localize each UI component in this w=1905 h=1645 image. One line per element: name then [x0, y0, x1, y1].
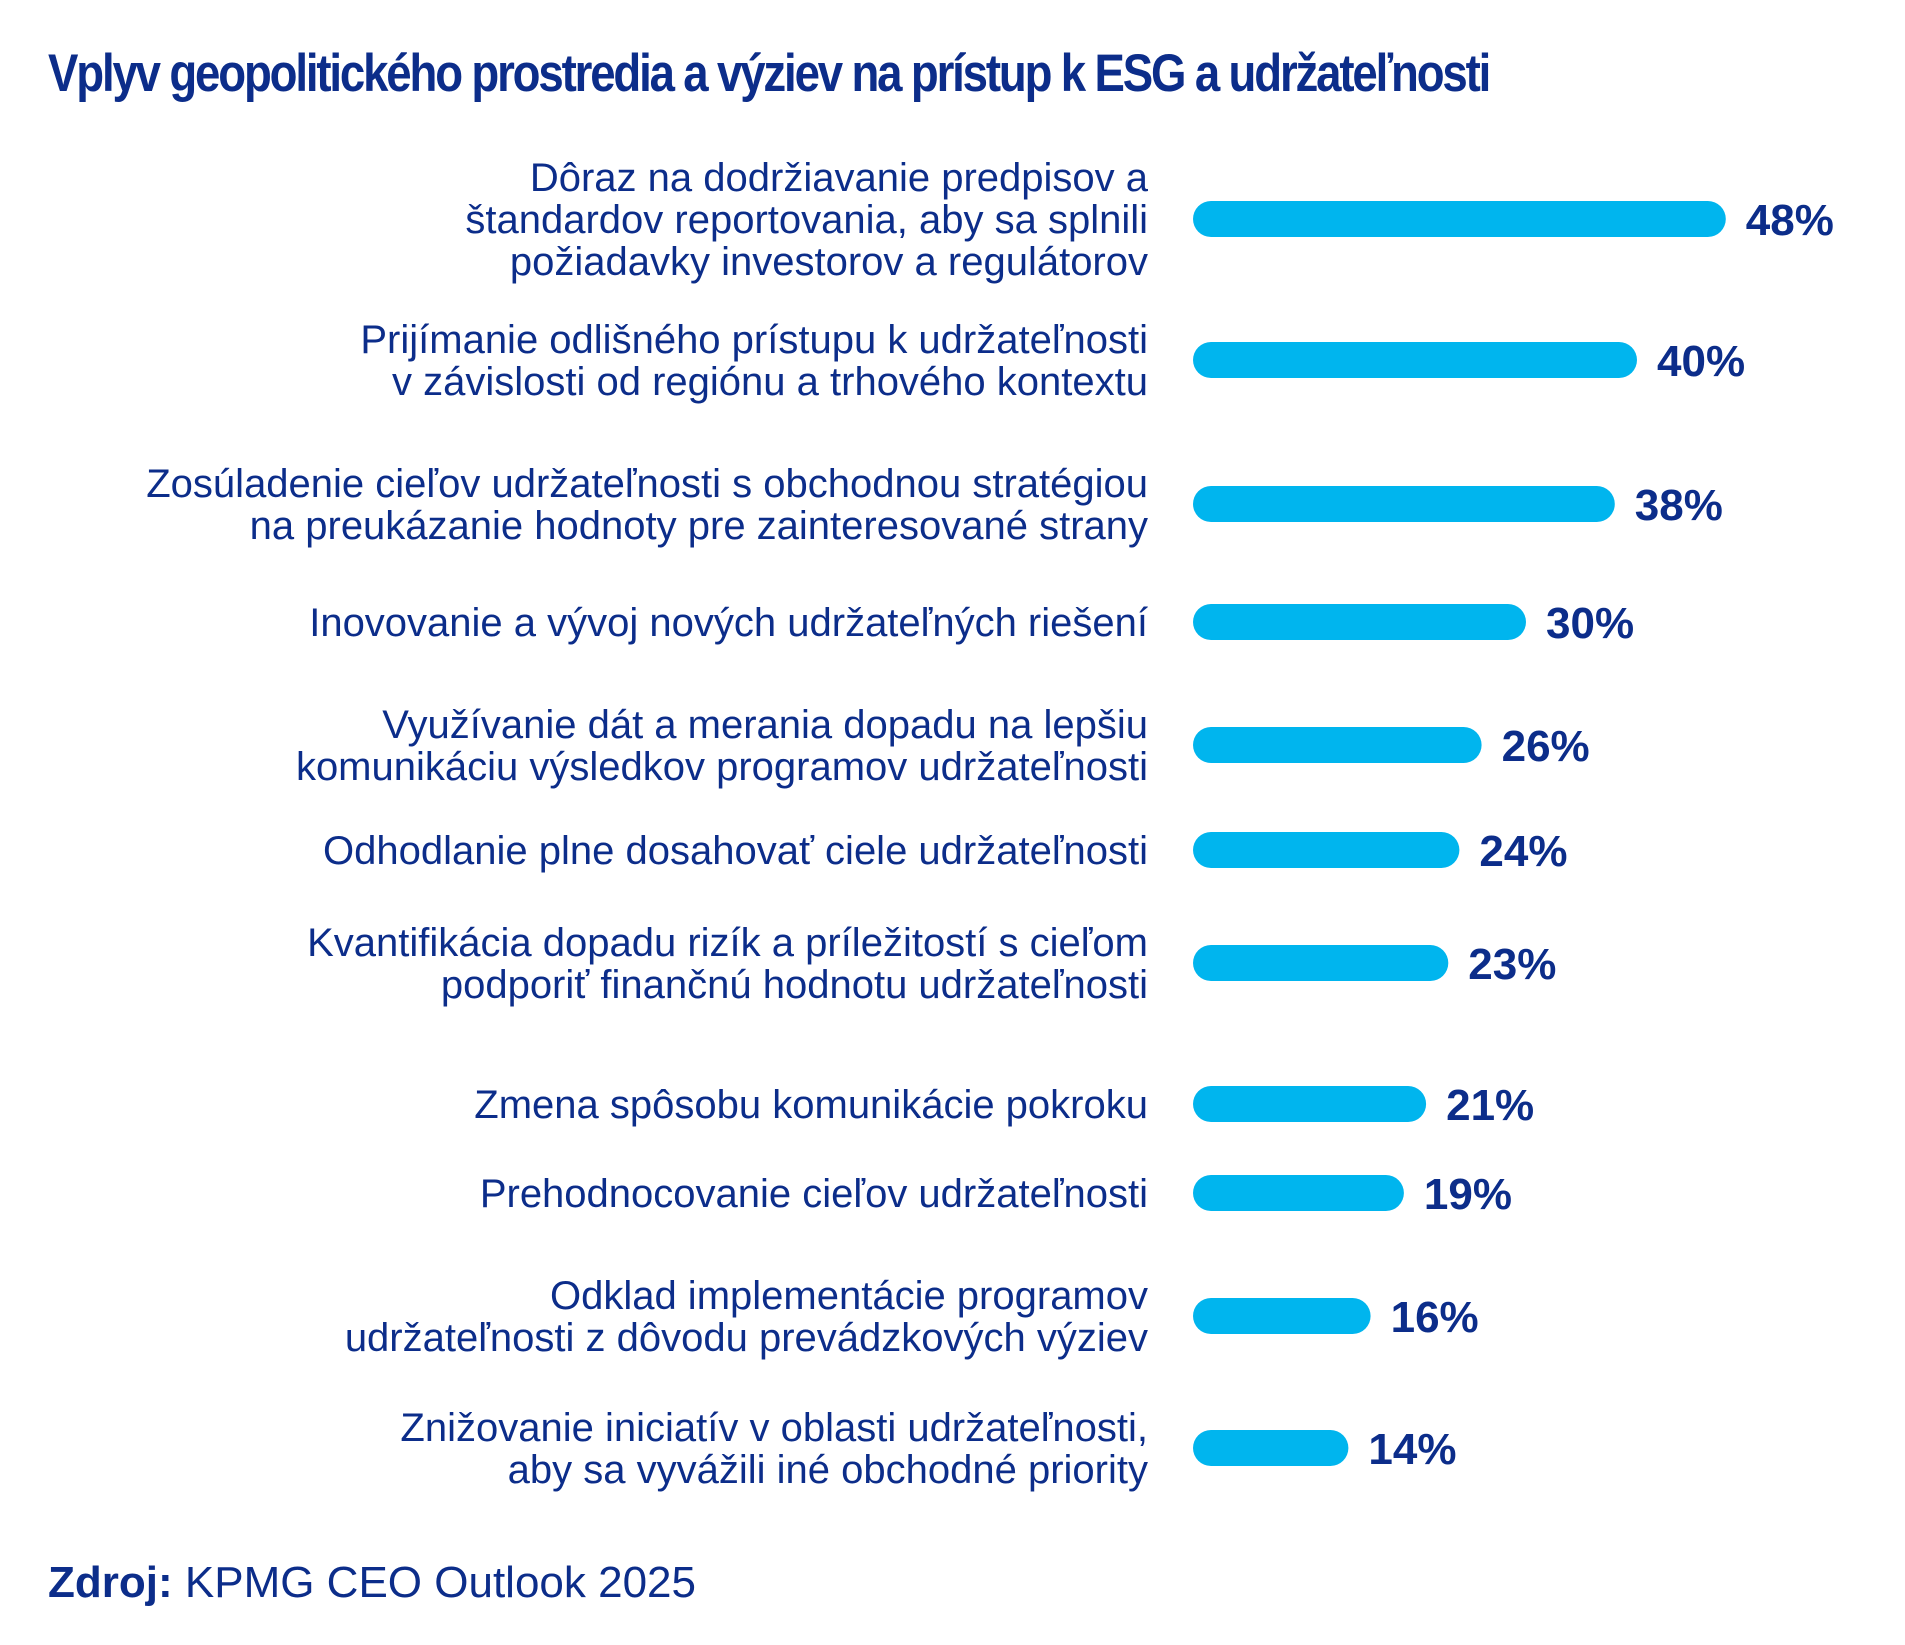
category-label-line: Znižovanie iniciatív v oblasti udržateľn… [400, 1406, 1148, 1450]
bar [1193, 1430, 1349, 1466]
category-label-line: podporiť finančnú hodnotu udržateľnosti [441, 963, 1148, 1007]
bar [1193, 1086, 1427, 1122]
bar [1193, 832, 1460, 868]
value-label: 16% [1391, 1293, 1479, 1342]
category-label: Prehodnocovanie cieľov udržateľnosti [480, 1172, 1148, 1216]
category-label-line: Inovovanie a vývoj nových udržateľných r… [309, 601, 1148, 645]
category-label: Kvantifikácia dopadu rizík a príležitost… [307, 921, 1148, 1007]
value-label: 48% [1746, 196, 1834, 245]
category-label-line: Prijímanie odlišného prístupu k udržateľ… [360, 318, 1148, 362]
category-label-line: Prehodnocovanie cieľov udržateľnosti [480, 1172, 1148, 1216]
source-text: KPMG CEO Outlook 2025 [184, 1558, 696, 1607]
category-label: Inovovanie a vývoj nových udržateľných r… [309, 601, 1148, 645]
bar [1193, 201, 1726, 237]
bar [1193, 486, 1615, 522]
category-label-line: Odhodlanie plne dosahovať ciele udržateľ… [323, 829, 1148, 873]
category-label-line: Zosúladenie cieľov udržateľnosti s obcho… [146, 462, 1148, 506]
value-label: 26% [1502, 722, 1590, 771]
category-label-line: na preukázanie hodnoty pre zainteresovan… [250, 504, 1148, 548]
bar [1193, 1298, 1371, 1334]
chart-title: Vplyv geopolitického prostredia a výziev… [48, 44, 1491, 103]
value-label: 38% [1635, 481, 1723, 530]
bar [1193, 727, 1482, 763]
category-label-line: komunikáciu výsledkov programov udržateľ… [296, 745, 1148, 789]
category-label-line: Kvantifikácia dopadu rizík a príležitost… [307, 921, 1148, 965]
bar [1193, 945, 1449, 981]
source-note: Zdroj: KPMG CEO Outlook 2025 [48, 1555, 696, 1611]
category-label-line: Využívanie dát a merania dopadu na lepši… [382, 703, 1148, 747]
value-label: 24% [1479, 827, 1567, 876]
value-label: 19% [1424, 1170, 1512, 1219]
category-label: Odklad implementácie programov udržateľno… [345, 1274, 1148, 1360]
category-label-line: Odklad implementácie programov [550, 1274, 1148, 1318]
category-label-line: v závislosti od regiónu a trhového konte… [392, 360, 1148, 404]
bar [1193, 1175, 1404, 1211]
value-label: 40% [1657, 337, 1745, 386]
bar [1193, 342, 1637, 378]
category-label-line: Dôraz na dodržiavanie predpisov a [530, 156, 1149, 200]
value-label: 30% [1546, 599, 1634, 648]
category-label: Zmena spôsobu komunikácie pokroku [474, 1083, 1148, 1127]
category-label: Dôraz na dodržiavanie predpisov a štandar… [465, 156, 1148, 284]
value-label: 14% [1368, 1425, 1456, 1474]
category-label-line: aby sa vyvážili iné obchodné priority [508, 1448, 1148, 1492]
category-label-line: štandardov reportovania, aby sa splnili [465, 198, 1148, 242]
value-label: 21% [1446, 1081, 1534, 1130]
category-label: Zosúladenie cieľov udržateľnosti s obcho… [146, 462, 1148, 548]
category-label: Využívanie dát a merania dopadu na lepši… [296, 703, 1148, 789]
category-label-line: požiadavky investorov a regulátorov [510, 240, 1148, 284]
value-label: 23% [1468, 940, 1556, 989]
source-prefix: Zdroj: [48, 1558, 173, 1607]
category-label: Prijímanie odlišného prístupu k udržateľ… [360, 318, 1148, 404]
category-label-line: udržateľnosti z dôvodu prevádzkových výz… [345, 1316, 1148, 1360]
category-label-line: Zmena spôsobu komunikácie pokroku [474, 1083, 1148, 1127]
category-label: Odhodlanie plne dosahovať ciele udržateľ… [323, 829, 1148, 873]
category-label: Znižovanie iniciatív v oblasti udržateľn… [400, 1406, 1148, 1492]
bar [1193, 604, 1526, 640]
